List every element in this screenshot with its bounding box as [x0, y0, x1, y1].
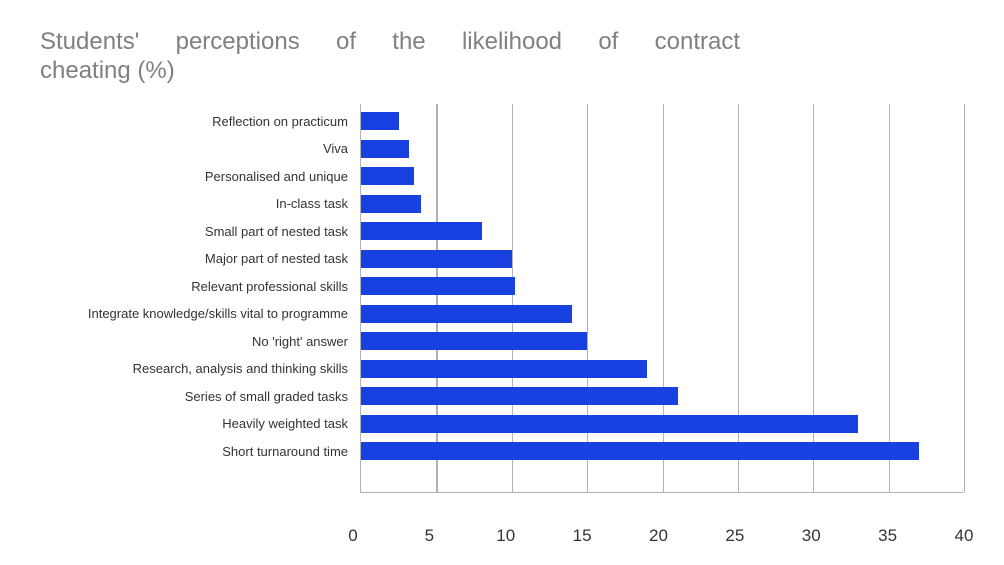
y-label: Series of small graded tasks	[40, 383, 360, 411]
x-tick-label: 35	[878, 526, 897, 546]
y-label: Reflection on practicum	[40, 108, 360, 136]
y-label: Viva	[40, 135, 360, 163]
bar-row	[361, 383, 964, 411]
bars	[361, 104, 964, 493]
bar	[361, 140, 409, 158]
bar-row	[361, 300, 964, 328]
gridline	[964, 104, 965, 493]
bar-row	[361, 273, 964, 301]
bar	[361, 387, 678, 405]
title-line-2: cheating (%)	[40, 57, 740, 86]
bar-row	[361, 108, 964, 136]
chart-body: Reflection on practicumVivaPersonalised …	[40, 104, 964, 494]
bar	[361, 195, 421, 213]
bar	[361, 222, 482, 240]
x-tick-label: 5	[425, 526, 434, 546]
plot-area: 0510152025303540	[360, 104, 964, 494]
chart-container: Students' perceptions of the likelihood …	[0, 0, 1004, 565]
bar-row	[361, 190, 964, 218]
y-label: Relevant professional skills	[40, 273, 360, 301]
bar	[361, 112, 399, 130]
bar-row	[361, 410, 964, 438]
y-label: Research, analysis and thinking skills	[40, 355, 360, 383]
bar-row	[361, 438, 964, 466]
y-label: Major part of nested task	[40, 245, 360, 273]
bar-row	[361, 135, 964, 163]
y-label: Short turnaround time	[40, 438, 360, 466]
bar-row	[361, 328, 964, 356]
title-line-1: Students' perceptions of the likelihood …	[40, 28, 740, 57]
x-tick-label: 25	[725, 526, 744, 546]
bar	[361, 305, 572, 323]
x-tick-label: 15	[573, 526, 592, 546]
bar	[361, 415, 858, 433]
x-tick-label: 30	[802, 526, 821, 546]
x-tick-label: 40	[955, 526, 974, 546]
bar	[361, 167, 414, 185]
bar-row	[361, 163, 964, 191]
y-label: In-class task	[40, 190, 360, 218]
bar	[361, 277, 515, 295]
bar	[361, 250, 512, 268]
bar	[361, 442, 919, 460]
y-label: Heavily weighted task	[40, 410, 360, 438]
chart-title: Students' perceptions of the likelihood …	[40, 28, 740, 86]
y-axis-labels: Reflection on practicumVivaPersonalised …	[40, 104, 360, 494]
bar	[361, 332, 587, 350]
y-label: Integrate knowledge/skills vital to prog…	[40, 300, 360, 328]
bar-row	[361, 355, 964, 383]
x-tick-label: 0	[348, 526, 357, 546]
bar-row	[361, 245, 964, 273]
y-label: Small part of nested task	[40, 218, 360, 246]
bar-row	[361, 218, 964, 246]
y-label: Personalised and unique	[40, 163, 360, 191]
x-tick-label: 10	[496, 526, 515, 546]
y-label: No 'right' answer	[40, 328, 360, 356]
x-tick-label: 20	[649, 526, 668, 546]
bar	[361, 360, 647, 378]
